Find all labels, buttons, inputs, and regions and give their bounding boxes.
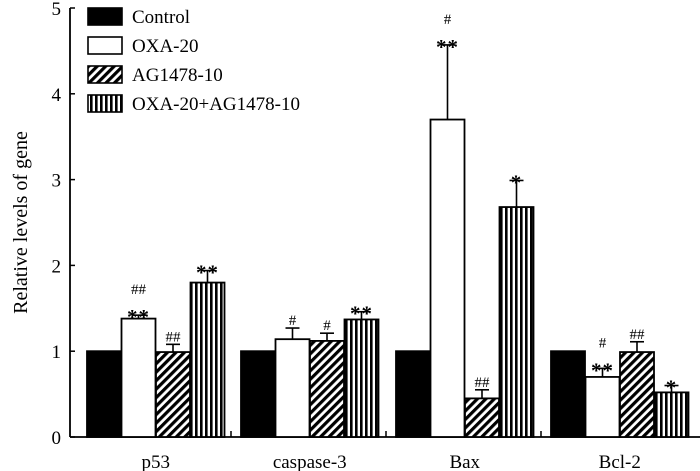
significance-stars-OXA-20+AG1478-10-Bcl-2: * xyxy=(666,376,678,400)
y-tick-label-2: 2 xyxy=(52,256,62,277)
legend-swatch-AG1478-10 xyxy=(87,65,123,84)
bar-Control-Bax xyxy=(395,350,431,438)
significance-hash-AG1478-10-Bcl-2: ## xyxy=(630,327,646,343)
significance-stars-OXA-20-Bcl-2: ** xyxy=(591,358,614,382)
x-tick-label-Bcl-2: Bcl-2 xyxy=(599,452,641,471)
y-axis-title: Relative levels of gene xyxy=(10,131,32,314)
significance-hash-OXA-20-Bcl-2: # xyxy=(599,335,607,351)
x-tick-label-p53: p53 xyxy=(142,452,171,471)
legend-swatch-OXA-20 xyxy=(87,36,123,55)
bar-OXA-20+AG1478-10-Bcl-2 xyxy=(653,391,690,438)
bar-AG1478-10-p53 xyxy=(155,351,191,438)
significance-hash-OXA-20-p53: ## xyxy=(131,282,147,298)
bar-OXA-20+AG1478-10-p53 xyxy=(189,281,226,438)
significance-stars-OXA-20-p53: ** xyxy=(127,305,150,329)
x-tick-label-caspase-3: caspase-3 xyxy=(273,452,347,471)
bar-OXA-20+AG1478-10-caspase-3 xyxy=(343,318,380,438)
significance-hash-OXA-20-Bax: # xyxy=(444,12,452,28)
x-tick-label-Bax: Bax xyxy=(449,452,480,471)
bar-OXA-20-caspase-3 xyxy=(274,338,311,438)
legend-label-OXA-20: OXA-20 xyxy=(132,36,199,57)
bar-AG1478-10-Bcl-2 xyxy=(619,351,655,438)
legend-label-AG1478-10: AG1478-10 xyxy=(132,65,223,86)
legend-swatch-OXA-20+AG1478-10 xyxy=(87,94,123,113)
significance-stars-OXA-20+AG1478-10-caspase-3: ** xyxy=(350,302,373,326)
bar-AG1478-10-Bax xyxy=(464,397,500,438)
bar-OXA-20-p53 xyxy=(120,317,157,438)
legend-label-Control: Control xyxy=(132,7,190,28)
bar-OXA-20+AG1478-10-Bax xyxy=(498,206,535,438)
significance-stars-OXA-20+AG1478-10-Bax: * xyxy=(511,170,523,194)
legend-swatch-Control xyxy=(87,7,123,26)
bar-OXA-20-Bcl-2 xyxy=(584,376,621,438)
y-tick-label-4: 4 xyxy=(52,85,62,106)
significance-stars-OXA-20-Bax: ** xyxy=(436,35,459,59)
y-tick-label-1: 1 xyxy=(52,342,62,363)
bar-Control-caspase-3 xyxy=(240,350,276,438)
bar-Control-Bcl-2 xyxy=(550,350,586,438)
y-tick-label-5: 5 xyxy=(52,0,62,20)
legend-label-OXA-20+AG1478-10: OXA-20+AG1478-10 xyxy=(132,94,300,115)
bar-OXA-20-Bax xyxy=(429,118,466,438)
significance-hash-OXA-20-caspase-3: # xyxy=(289,313,297,329)
bar-Control-p53 xyxy=(86,350,122,438)
significance-hash-AG1478-10-p53: ## xyxy=(166,329,182,345)
significance-hash-AG1478-10-Bax: ## xyxy=(475,375,491,391)
significance-stars-OXA-20+AG1478-10-p53: ** xyxy=(196,261,219,285)
significance-hash-AG1478-10-caspase-3: # xyxy=(323,318,331,334)
y-tick-label-3: 3 xyxy=(52,171,62,192)
bar-AG1478-10-caspase-3 xyxy=(309,340,345,438)
y-tick-label-0: 0 xyxy=(52,428,62,449)
